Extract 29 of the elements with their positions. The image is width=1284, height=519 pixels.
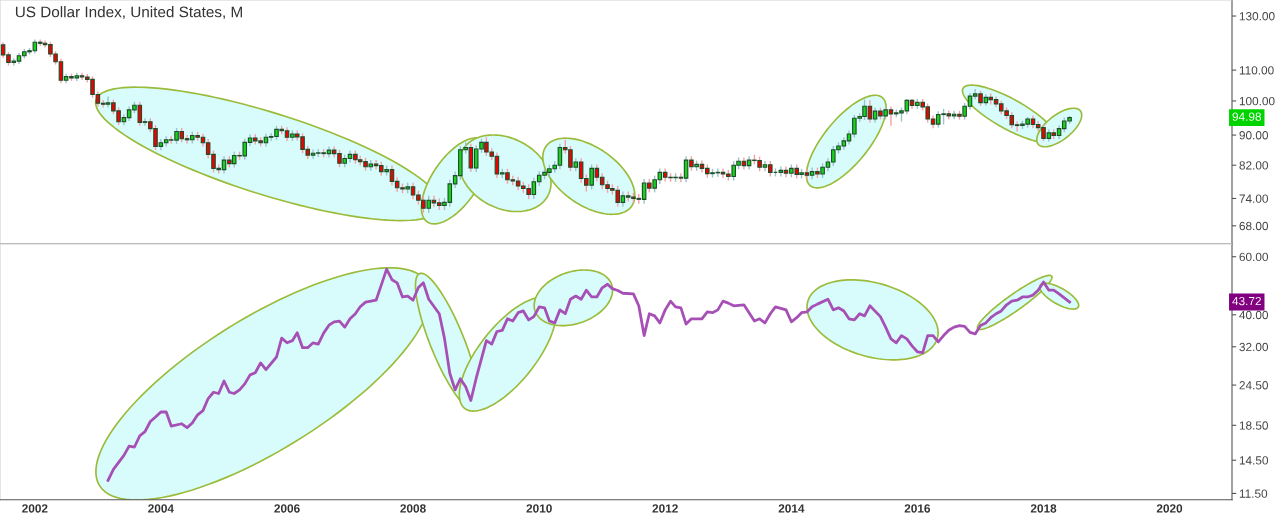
- x-tick-label: 2014: [778, 504, 805, 513]
- y-tick-label: 110.00: [1239, 66, 1274, 75]
- candlestick: [778, 165, 784, 178]
- x-tick-label: 2008: [400, 504, 426, 513]
- x-tick-label: 2006: [274, 504, 300, 513]
- y-tick-label: 68.00: [1239, 221, 1269, 231]
- x-tick-label: 2018: [1030, 504, 1057, 513]
- y-tick-label: 24.50: [1239, 381, 1269, 390]
- x-tick-label: 2010: [526, 504, 552, 513]
- y-tick-label: 32.00: [1239, 342, 1269, 352]
- line-series: [106, 267, 1071, 482]
- annotation: 43.72: [1232, 296, 1261, 306]
- y-tick-label: 60.00: [1239, 252, 1269, 262]
- y-tick-label: 40.00: [1239, 310, 1269, 320]
- x-tick-label: 2012: [652, 504, 678, 513]
- y-tick-label: 100.00: [1239, 97, 1275, 106]
- y-tick-label: 74.00: [1239, 194, 1269, 203]
- y-tick-label: 18.50: [1239, 421, 1269, 430]
- y-tick-label: 14.50: [1239, 456, 1269, 465]
- y-tick-label: 130.00: [1239, 12, 1275, 21]
- x-tick-label: 2016: [904, 504, 931, 513]
- y-tick-label: 82.00: [1239, 161, 1269, 170]
- annotation: 94.98: [1232, 112, 1262, 121]
- x-tick-label: 2020: [1156, 504, 1183, 513]
- x-tick-label: 2004: [148, 504, 174, 513]
- y-tick-label: 11.50: [1239, 489, 1268, 498]
- chart-title: US Dollar Index, United States, M: [15, 6, 242, 20]
- y-tick-label: 90.00: [1239, 131, 1269, 140]
- x-tick-label: 2002: [22, 504, 48, 513]
